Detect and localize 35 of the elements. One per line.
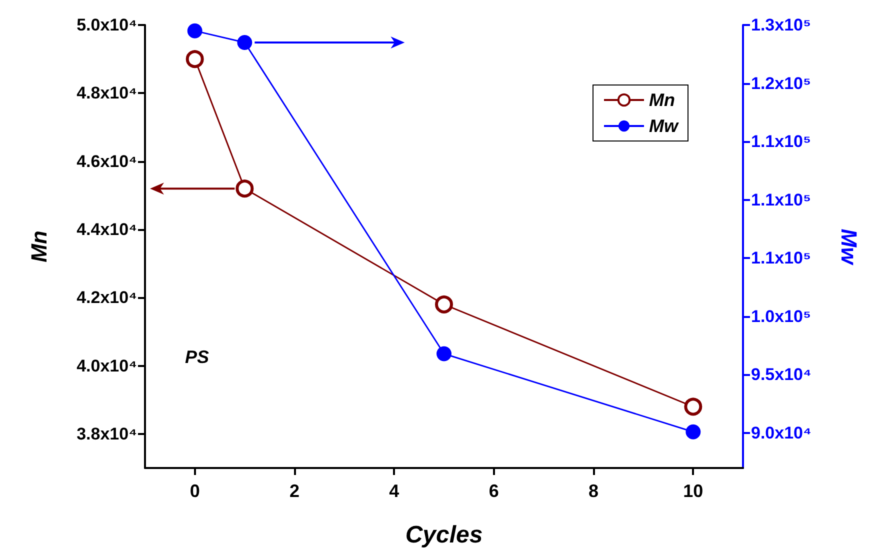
y2-tick-label: 1.3x10⁵ xyxy=(751,16,811,34)
x-axis-title: Cycles xyxy=(405,522,483,548)
point xyxy=(686,424,701,440)
x-tick-label: 4 xyxy=(389,481,400,501)
point xyxy=(186,50,204,68)
y-axis-title: Mn xyxy=(26,230,52,262)
x-tick-label: 10 xyxy=(683,481,704,501)
legend-label: Mn xyxy=(649,90,676,110)
y2-tick-label: 1.1x10⁵ xyxy=(751,190,811,210)
y2-tick-label: 1.1x10⁵ xyxy=(751,248,811,268)
point xyxy=(237,34,252,50)
x-tick-label: 6 xyxy=(488,481,499,501)
point xyxy=(236,180,254,198)
point xyxy=(187,23,202,38)
y2-axis-title: Mw xyxy=(836,228,862,266)
y2-tick-label: 1.0x10⁵ xyxy=(751,306,811,326)
y-tick-label: 4.6x10⁴ xyxy=(76,152,137,171)
y-tick-label: 4.2x10⁴ xyxy=(76,288,137,308)
y-tick-label: 3.8x10⁴ xyxy=(76,424,137,444)
legend-label: Mw xyxy=(649,116,679,136)
x-tick-label: 8 xyxy=(588,481,599,501)
y-tick-label: 4.0x10⁴ xyxy=(76,356,137,376)
y2-tick-label: 1.1x10⁵ xyxy=(751,132,811,152)
y-tick-label: 5.0x10⁴ xyxy=(76,16,137,34)
x-tick-label: 2 xyxy=(289,481,300,501)
x-tick-label: 0 xyxy=(190,481,200,501)
annotation: PS xyxy=(185,347,210,367)
y-tick-label: 4.8x10⁴ xyxy=(76,84,137,103)
point xyxy=(436,346,452,362)
y2-tick-label: 9.0x10⁴ xyxy=(751,424,812,443)
y2-tick-label: 9.5x10⁴ xyxy=(751,365,812,384)
point xyxy=(435,295,453,314)
y2-tick-label: 1.2x10⁵ xyxy=(751,74,811,93)
y-tick-label: 4.4x10⁴ xyxy=(76,220,137,239)
point xyxy=(684,398,702,416)
